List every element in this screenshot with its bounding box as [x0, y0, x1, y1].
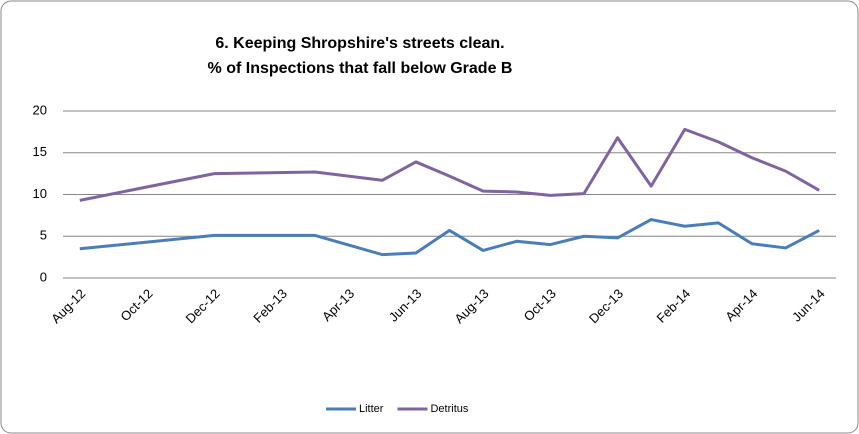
- line-series: [79, 127, 820, 202]
- legend-label: Detritus: [430, 403, 468, 415]
- y-tick-label: 15: [33, 144, 47, 159]
- y-tick-label: 10: [33, 186, 47, 201]
- y-tick-label: 20: [33, 102, 47, 117]
- line-series: [79, 218, 820, 257]
- y-tick-label: 0: [40, 269, 47, 284]
- y-tick-label: 5: [40, 228, 47, 243]
- chart-title: 6. Keeping Shropshire's streets clean.: [215, 35, 504, 52]
- chart-title: % of Inspections that fall below Grade B: [208, 60, 513, 77]
- legend-label: Litter: [359, 403, 384, 415]
